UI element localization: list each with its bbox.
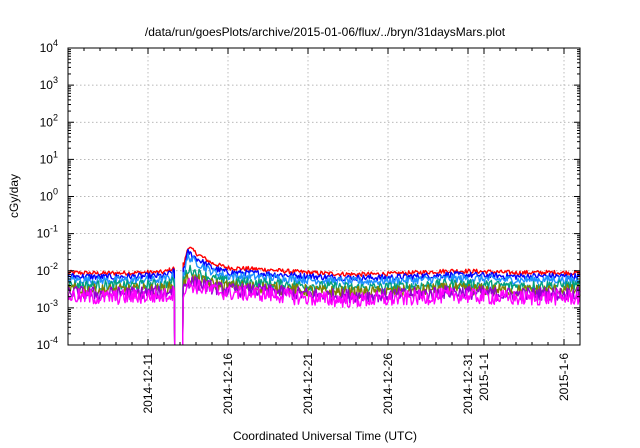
x-tick-label: 2014-12-11	[141, 353, 155, 414]
x-tick-label: 2015-1-1	[477, 353, 491, 401]
series-line	[67, 253, 581, 346]
axis-ticks	[67, 47, 581, 346]
y-tick-label: 10-1	[37, 224, 58, 241]
y-tick-label: 104	[40, 38, 58, 55]
plot-area	[67, 246, 581, 346]
x-tick-labels: 2014-12-11 2014-12-16 2014-12-21 2014-12-26…	[141, 353, 571, 415]
x-tick-label: 2014-12-16	[221, 353, 235, 415]
x-tick-label: 2014-12-26	[381, 353, 395, 415]
y-tick-label: 103	[40, 75, 58, 92]
x-tick-label: 2014-12-21	[301, 353, 315, 415]
series-line	[67, 248, 581, 346]
y-tick-labels: 10-4 10-3 10-2 10-1 100 101 102 103 104	[37, 38, 58, 352]
chart-title: /data/run/goesPlots/archive/2015-01-06/f…	[145, 25, 506, 39]
y-tick-label: 100	[40, 187, 58, 204]
y-axis-label: cGy/day	[7, 174, 21, 218]
x-tick-label: 2015-1-6	[557, 353, 571, 401]
y-tick-label: 101	[40, 149, 58, 166]
x-tick-label: 2014-12-31	[461, 353, 475, 415]
y-tick-label: 102	[40, 112, 58, 129]
x-axis-label: Coordinated Universal Time (UTC)	[233, 429, 417, 443]
grid-lines	[68, 48, 580, 345]
y-tick-label: 10-4	[37, 335, 58, 352]
y-tick-label: 10-3	[37, 298, 58, 315]
y-tick-label: 10-2	[37, 261, 58, 278]
series-line	[67, 277, 581, 346]
